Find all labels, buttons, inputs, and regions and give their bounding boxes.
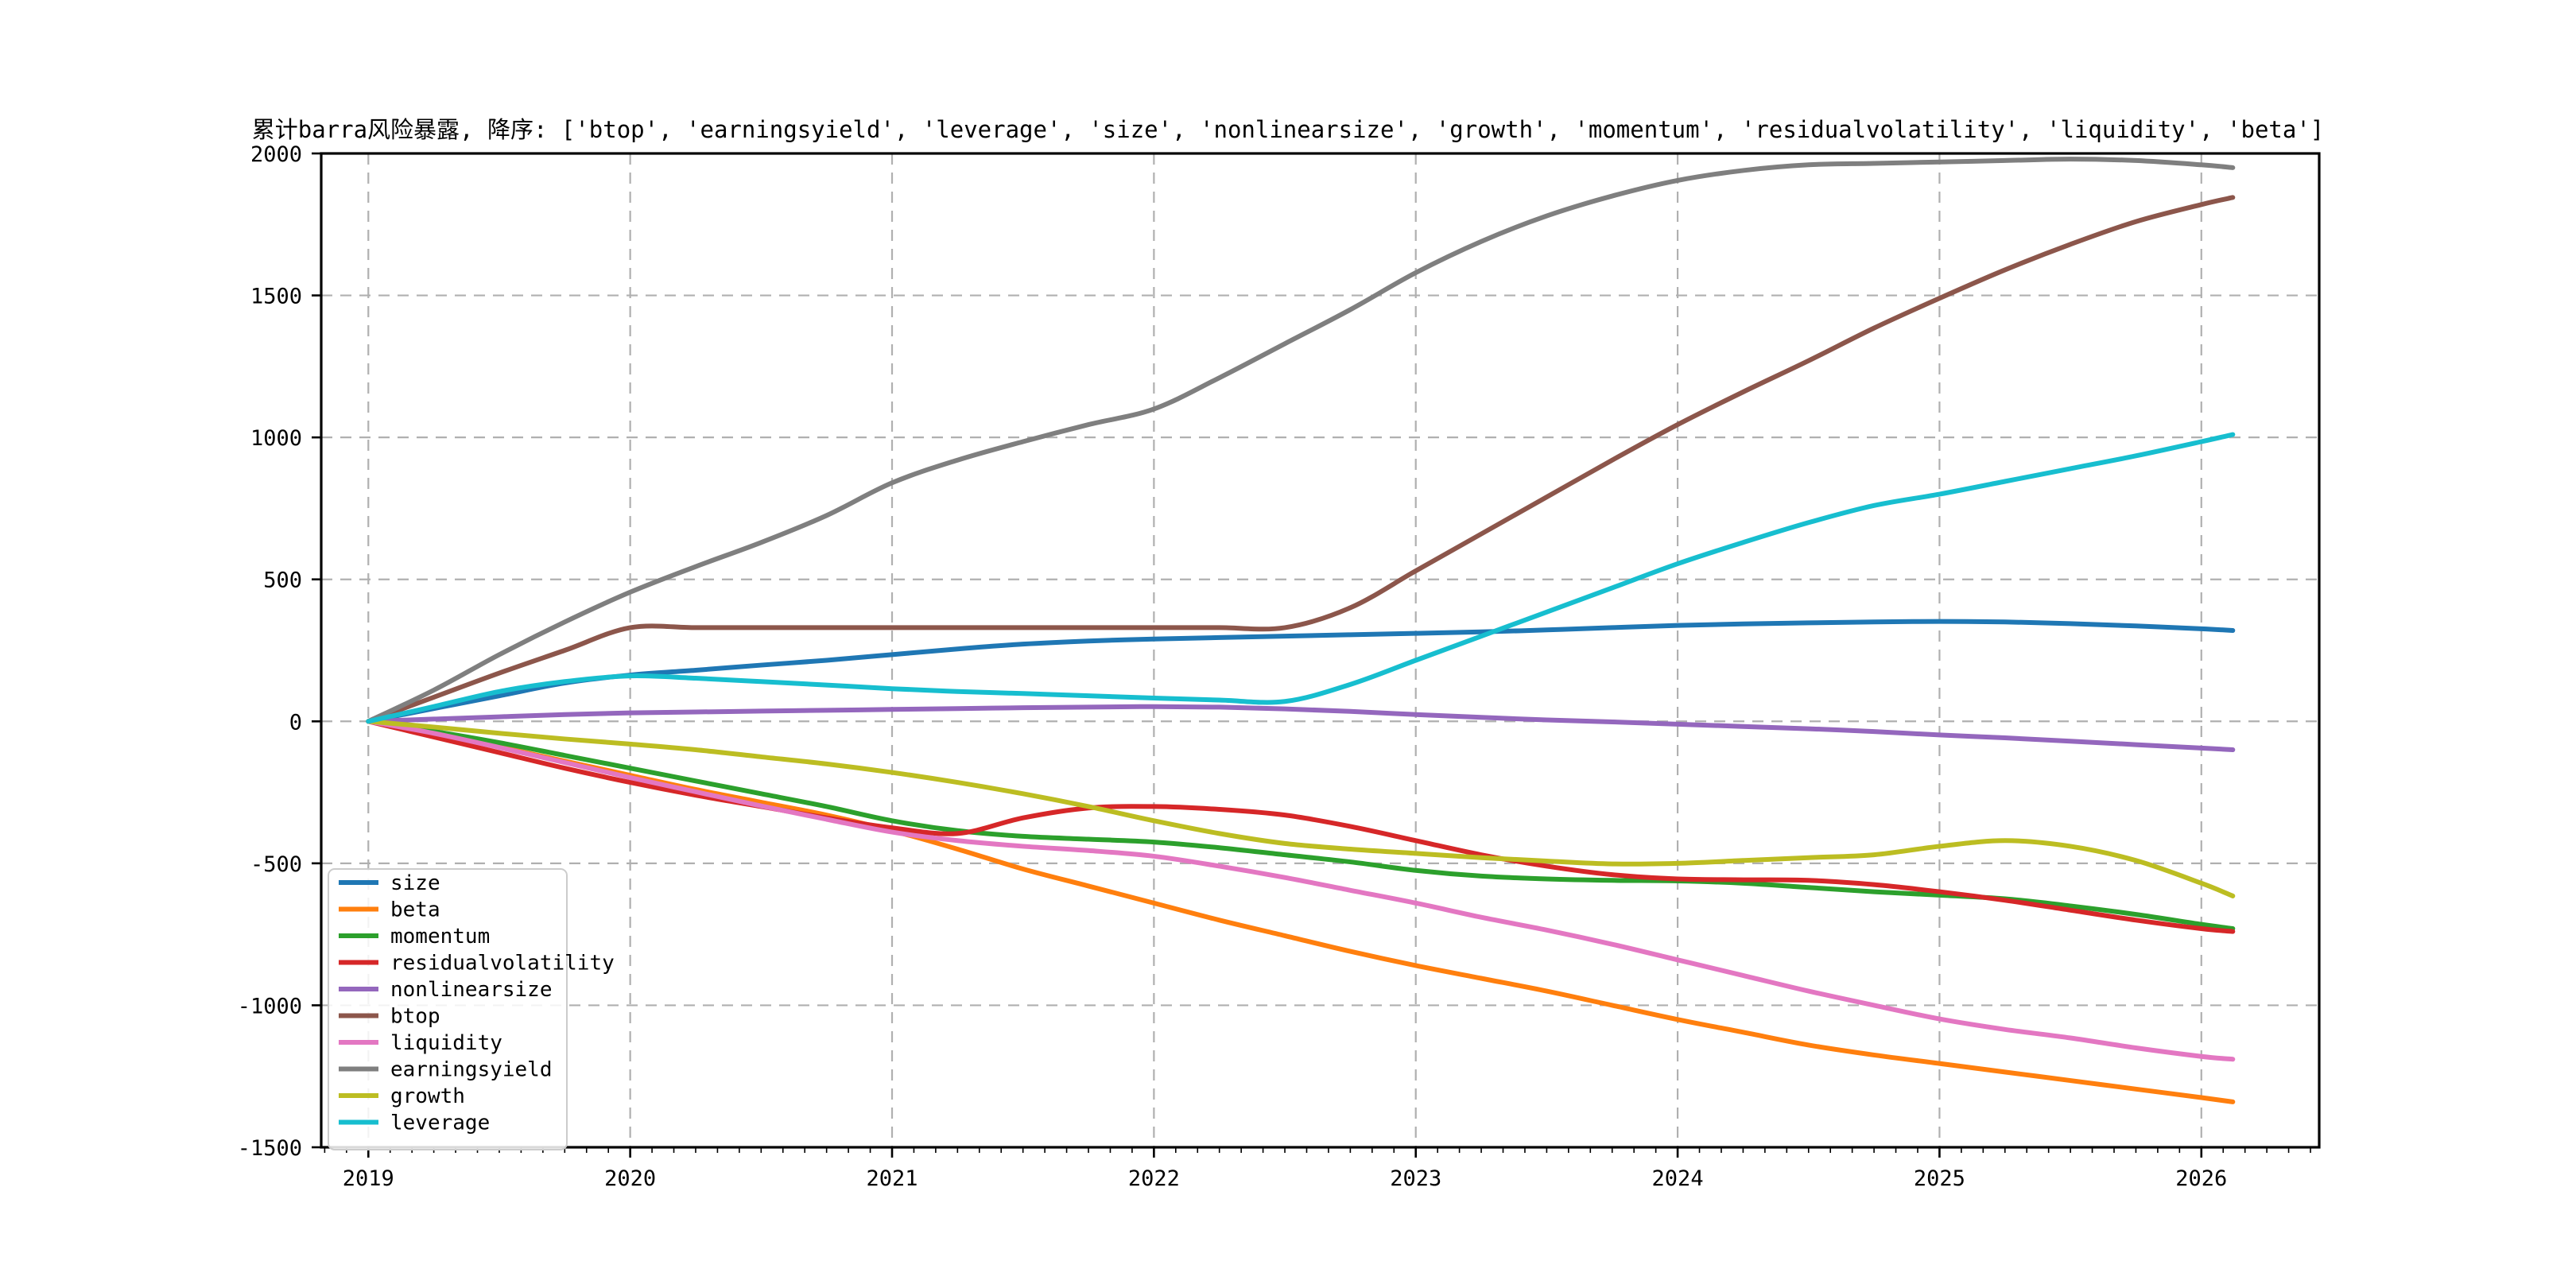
series-line-momentum	[366, 719, 2236, 931]
y-tick-label: -1000	[238, 994, 302, 1018]
y-tick-label: -500	[250, 852, 302, 877]
series-line-beta	[366, 719, 2236, 1104]
series-line-btop	[366, 195, 2236, 724]
legend-label-growth[interactable]: growth	[390, 1084, 465, 1108]
legend-label-btop[interactable]: btop	[390, 1005, 440, 1029]
x-tick-label: 2025	[1914, 1166, 1965, 1191]
legend-label-leverage[interactable]: leverage	[390, 1111, 490, 1135]
series-line-leverage	[366, 432, 2236, 724]
chart-legend[interactable]: size beta momentum residualvolatilitynonlin…	[328, 868, 615, 1150]
axis-ticks-layer	[312, 152, 2311, 1158]
series-layer	[366, 157, 2236, 1104]
series-line-size	[366, 619, 2236, 724]
axes-frame	[320, 152, 2321, 1149]
y-tick-label: 0	[289, 710, 302, 735]
x-tick-label: 2023	[1390, 1166, 1441, 1191]
x-tick-label: 2019	[343, 1166, 394, 1191]
legend-label-beta[interactable]: beta	[390, 898, 440, 922]
legend-label-nonlinearsize[interactable]: nonlinearsize	[390, 978, 553, 1002]
y-tick-label: -1500	[238, 1136, 302, 1161]
x-tick-label: 2021	[866, 1166, 918, 1191]
series-line-residualvolatility	[366, 719, 2236, 934]
x-tick-label: 2022	[1128, 1166, 1180, 1191]
y-tick-label: 1000	[250, 426, 302, 451]
legend-box	[328, 868, 568, 1150]
x-tick-label: 2024	[1652, 1166, 1704, 1191]
series-line-earningsyield	[366, 157, 2236, 724]
series-line-growth	[366, 719, 2236, 898]
y-tick-label: 2000	[250, 142, 302, 167]
grid-layer	[321, 152, 2319, 1149]
x-tick-label: 2020	[604, 1166, 656, 1191]
y-tick-label: 500	[263, 568, 302, 593]
legend-label-size[interactable]: size	[390, 871, 440, 895]
series-line-liquidity	[366, 719, 2236, 1062]
axis-tick-labels: 2000 1500 1000 500 0 -500 -1000 -1500 2019 2020 20…	[238, 142, 2228, 1191]
legend-label-momentum[interactable]: momentum	[390, 925, 490, 949]
series-line-nonlinearsize	[366, 704, 2236, 752]
legend-label-liquidity[interactable]: liquidity	[390, 1031, 502, 1055]
page-title: 累计barra风险暴露, 降序: ['btop', 'earningsyield…	[251, 116, 2325, 143]
legend-label-earningsyield[interactable]: earningsyield	[390, 1058, 553, 1082]
x-tick-label: 2026	[2175, 1166, 2227, 1191]
legend-label-residualvolatility[interactable]: residualvolatility	[390, 952, 615, 976]
y-tick-label: 1500	[250, 285, 302, 309]
